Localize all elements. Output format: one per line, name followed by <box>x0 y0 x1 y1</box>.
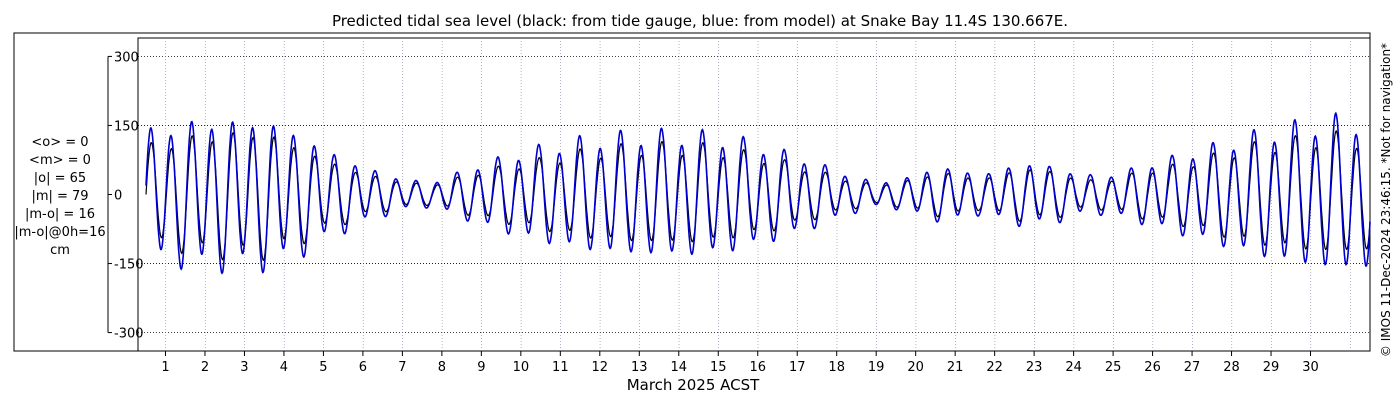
stats-line: <m> = 0 <box>29 153 91 168</box>
x-tick-label: 7 <box>398 360 406 375</box>
x-tick-label: 4 <box>280 360 288 375</box>
x-tick-label: 10 <box>513 360 530 375</box>
series-line-model <box>145 111 1371 275</box>
stats-line: |m-o| = 16 <box>25 207 95 222</box>
x-tick-label: 28 <box>1223 360 1240 375</box>
y-tick-label: -150 <box>114 258 144 273</box>
series-lines <box>145 111 1371 275</box>
stats-line: cm <box>50 243 70 258</box>
y-tick-label: 300 <box>114 50 139 65</box>
x-tick-label: 11 <box>552 360 569 375</box>
x-tick-label: 22 <box>986 360 1003 375</box>
x-tick-label: 23 <box>1026 360 1043 375</box>
x-tick-label: 21 <box>947 360 964 375</box>
x-tick-label: 29 <box>1263 360 1280 375</box>
plot-area-frame <box>137 37 1371 352</box>
x-tick-label: 9 <box>477 360 485 375</box>
x-axis: 1 2 3 4 5 6 7 8 9 10 11 12 13 14 15 16 17 18 19 20 21 22 23 24 2… <box>161 351 1319 375</box>
y-tick-label: 0 <box>114 189 122 204</box>
x-tick-label: 1 <box>161 360 169 375</box>
x-tick-label: 6 <box>359 360 367 375</box>
x-tick-label: 8 <box>438 360 446 375</box>
x-tick-label: 25 <box>1105 360 1122 375</box>
y-tick-label: -300 <box>114 327 144 342</box>
x-tick-label: 24 <box>1065 360 1082 375</box>
stats-line: |o| = 65 <box>34 171 86 186</box>
x-tick-label: 13 <box>631 360 648 375</box>
x-tick-label: 19 <box>868 360 885 375</box>
x-tick-label: 15 <box>710 360 727 375</box>
stats-line: <o> = 0 <box>31 135 88 150</box>
x-axis-label: March 2025 ACST <box>627 376 760 394</box>
x-tick-label: 5 <box>319 360 327 375</box>
x-tick-label: 26 <box>1144 360 1161 375</box>
x-tick-label: 20 <box>907 360 924 375</box>
x-tick-label: 12 <box>592 360 609 375</box>
credit-text: © IMOS 11-Dec-2024 23:46:15. *Not for na… <box>1379 43 1393 357</box>
x-tick-label: 30 <box>1302 360 1319 375</box>
chart-title: Predicted tidal sea level (black: from t… <box>332 12 1068 30</box>
x-tick-label: 17 <box>789 360 806 375</box>
stats-line: |m| = 79 <box>31 189 88 204</box>
x-tick-label: 3 <box>240 360 248 375</box>
y-axis: 300 150 0 -150 -300 <box>107 50 144 342</box>
stats-panel: <o> = 0 <m> = 0 |o| = 65 |m| = 79 |m-o| = 16… <box>14 135 105 258</box>
y-tick-label: 150 <box>114 119 139 134</box>
stats-line: |m-o|@0h=16 <box>14 225 105 240</box>
x-tick-label: 2 <box>201 360 209 375</box>
x-tick-label: 27 <box>1184 360 1201 375</box>
x-tick-label: 14 <box>671 360 688 375</box>
x-tick-label: 18 <box>828 360 845 375</box>
x-tick-label: 16 <box>749 360 766 375</box>
grid <box>138 38 1370 351</box>
